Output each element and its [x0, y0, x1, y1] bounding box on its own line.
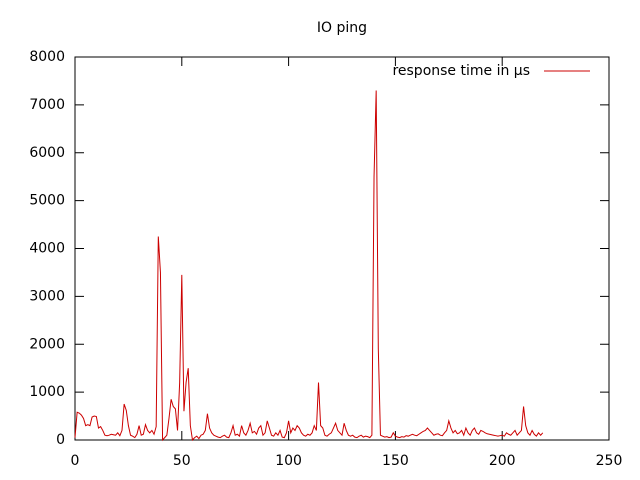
- y-tick-label: 5000: [29, 193, 65, 209]
- y-tick-label: 6000: [29, 145, 65, 161]
- x-tick-label: 50: [173, 453, 191, 469]
- y-tick-label: 2000: [29, 336, 65, 352]
- data-line: [74, 90, 544, 442]
- x-tick-label: 100: [275, 453, 302, 469]
- x-tick-label: 200: [489, 453, 516, 469]
- y-tick-label: 4000: [29, 241, 65, 257]
- x-tick-label: 250: [596, 453, 623, 469]
- y-tick-label: 0: [56, 432, 65, 448]
- x-tick-label: 0: [71, 453, 80, 469]
- x-tick-label: 150: [382, 453, 409, 469]
- y-tick-label: 1000: [29, 384, 65, 400]
- y-tick-label: 7000: [29, 97, 65, 113]
- y-tick-label: 3000: [29, 288, 65, 304]
- legend-label: response time in µs: [392, 63, 530, 79]
- y-tick-label: 8000: [29, 49, 65, 65]
- chart-title: IO ping: [317, 20, 367, 36]
